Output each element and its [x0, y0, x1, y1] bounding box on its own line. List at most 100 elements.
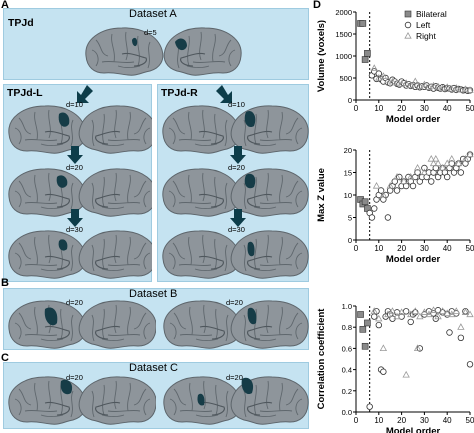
dataset-a-title: Dataset A: [129, 8, 177, 20]
dataset-b-title: Dataset B: [129, 288, 178, 300]
y-axis-label: Max Z value: [316, 168, 327, 222]
region-label-tpjd-r: TPJd-R: [161, 87, 198, 99]
data-point-square: [361, 198, 369, 206]
data-point-triangle: [372, 181, 381, 189]
chart-3: 0 10 20 30 40 50 0.0 0.2 0.4 0.6 0.8 1.0 Model order…: [316, 302, 474, 433]
data-point-triangle: [429, 159, 438, 167]
brain-left-hemisphere: [8, 376, 87, 425]
data-point-triangle: [448, 310, 456, 318]
data-point-triangle: [393, 172, 401, 180]
legend-label: Left: [416, 20, 431, 30]
brain-right-hemisphere: [78, 105, 152, 154]
data-point-triangle: [393, 312, 401, 320]
data-point-triangle: [452, 307, 460, 314]
data-point-circle: [430, 310, 437, 317]
data-point-triangle: [443, 309, 451, 317]
activation-blob: [132, 37, 138, 47]
y-tick-label: 0.8: [342, 323, 352, 332]
data-point-square: [359, 20, 367, 27]
data-point-circle: [446, 329, 453, 336]
data-point-square: [364, 50, 371, 57]
data-point-triangle: [461, 154, 470, 162]
data-point-circle: [380, 368, 387, 375]
x-tick-label: 30: [420, 244, 429, 253]
x-tick-label: 50: [466, 104, 474, 113]
data-point-triangle: [466, 310, 474, 318]
data-point-triangle: [388, 77, 397, 85]
x-axis-label: Model order: [386, 254, 441, 265]
y-tick-label: 0.2: [342, 387, 352, 396]
data-point-circle: [366, 403, 373, 410]
data-point-circle: [393, 187, 401, 194]
data-point-triangle: [448, 84, 456, 92]
y-tick-label: 1.0: [342, 302, 352, 311]
legend-marker-square: [404, 10, 412, 18]
x-tick-label: 20: [397, 104, 406, 113]
data-point-triangle: [443, 159, 451, 167]
data-point-circle: [375, 321, 382, 329]
brain-left-hemisphere: [8, 300, 87, 349]
data-point-circle: [402, 308, 410, 315]
x-tick-label: 30: [420, 104, 429, 113]
panel-a-top: Dataset A TPJd d=5: [3, 8, 309, 80]
data-point-circle: [371, 205, 378, 212]
activation-blob: [175, 38, 187, 51]
panel-tpjd-right: TPJd-R d=10 d=20 d=30: [157, 84, 309, 282]
legend-marker-circle: [404, 21, 412, 29]
activation-blob: [58, 239, 68, 251]
activation-blob: [60, 379, 73, 395]
brain-right-hemisphere: [78, 376, 156, 425]
data-point-triangle: [461, 85, 470, 93]
data-point-triangle: [448, 154, 456, 162]
data-point-triangle: [411, 307, 419, 314]
x-tick-label: 20: [397, 416, 406, 425]
data-point-circle: [368, 214, 376, 221]
data-point-triangle: [407, 81, 415, 89]
brain-left-hemisphere: [8, 105, 87, 154]
panel-label-b: B: [1, 277, 9, 289]
model-order-label: d=10: [228, 100, 245, 109]
data-point-triangle: [379, 190, 388, 198]
data-point-circle: [457, 334, 465, 341]
model-order-label: d=20: [228, 163, 245, 172]
brain-left-hemisphere: [162, 230, 239, 279]
data-point-circle: [428, 178, 435, 185]
data-point-triangle: [397, 80, 406, 87]
activation-blob: [244, 110, 256, 128]
brain-left-hemisphere: [8, 168, 87, 217]
x-tick-label: 10: [374, 104, 383, 113]
panel-c: Dataset C d=20 d=20: [3, 362, 309, 429]
model-order-label: d=30: [66, 225, 83, 234]
brain-right-hemisphere: [230, 376, 309, 425]
data-point-triangle: [466, 150, 474, 158]
activation-blob: [247, 307, 257, 325]
x-tick-label: 0: [354, 244, 359, 253]
x-tick-label: 20: [397, 244, 406, 253]
data-point-circle: [457, 169, 465, 176]
data-point-circle: [443, 173, 451, 181]
brain-right-hemisphere: [163, 27, 242, 76]
data-point-triangle: [420, 80, 429, 88]
x-tick-label: 10: [374, 244, 383, 253]
data-point-triangle: [429, 306, 438, 313]
y-tick-label: 1500: [335, 30, 352, 39]
data-point-circle: [421, 164, 428, 172]
data-point-square: [361, 56, 369, 63]
panel-label-c: C: [1, 352, 9, 364]
activation-blob: [247, 241, 255, 257]
y-tick-label: 0.0: [342, 408, 352, 417]
model-order-label: d=20: [66, 163, 83, 172]
model-order-label: d=30: [228, 225, 245, 234]
y-axis-label: Correlation coefficient: [316, 308, 327, 410]
x-tick-label: 40: [443, 104, 452, 113]
y-tick-label: 15: [344, 169, 352, 178]
data-point-circle: [377, 187, 385, 194]
data-point-triangle: [413, 163, 422, 171]
activation-blob: [244, 173, 256, 189]
activation-blob: [44, 307, 58, 326]
data-point-triangle: [397, 308, 406, 315]
data-point-triangle: [457, 323, 465, 330]
data-point-triangle: [402, 79, 410, 86]
